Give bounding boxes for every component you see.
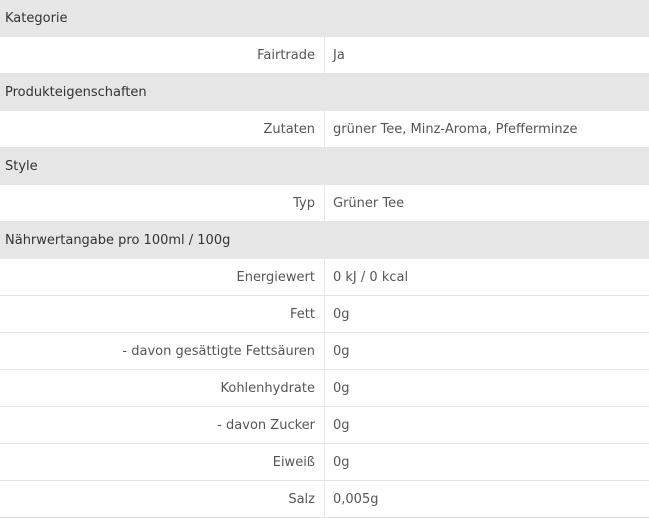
group-title: Produkteigenschaften bbox=[0, 74, 649, 111]
property-value: 0 kJ / 0 kcal bbox=[325, 259, 649, 296]
group-header-row: Kategorie bbox=[0, 0, 649, 37]
group-header-row: Nährwertangabe pro 100ml / 100g bbox=[0, 222, 649, 259]
property-value: 0,005g bbox=[325, 481, 649, 518]
property-value: grüner Tee, Minz-Aroma, Pfefferminze bbox=[325, 111, 649, 148]
property-value: 0g bbox=[325, 296, 649, 333]
property-label: Zutaten bbox=[0, 111, 325, 148]
property-value: 0g bbox=[325, 444, 649, 481]
property-label: - davon Zucker bbox=[0, 407, 325, 444]
property-value: 0g bbox=[325, 333, 649, 370]
group-header-row: Style bbox=[0, 148, 649, 185]
property-value: 0g bbox=[325, 407, 649, 444]
group-title: Style bbox=[0, 148, 649, 185]
property-label: Kohlenhydrate bbox=[0, 370, 325, 407]
property-label: Salz bbox=[0, 481, 325, 518]
property-label: Eiweiß bbox=[0, 444, 325, 481]
property-value: 0g bbox=[325, 370, 649, 407]
property-value: Ja bbox=[325, 37, 649, 74]
property-label: Energiewert bbox=[0, 259, 325, 296]
property-label: Fairtrade bbox=[0, 37, 325, 74]
property-label: - davon gesättigte Fettsäuren bbox=[0, 333, 325, 370]
group-title: Nährwertangabe pro 100ml / 100g bbox=[0, 222, 649, 259]
group-header-row: Produkteigenschaften bbox=[0, 74, 649, 111]
property-label: Typ bbox=[0, 185, 325, 222]
group-title: Kategorie bbox=[0, 0, 649, 37]
property-label: Fett bbox=[0, 296, 325, 333]
property-value: Grüner Tee bbox=[325, 185, 649, 222]
